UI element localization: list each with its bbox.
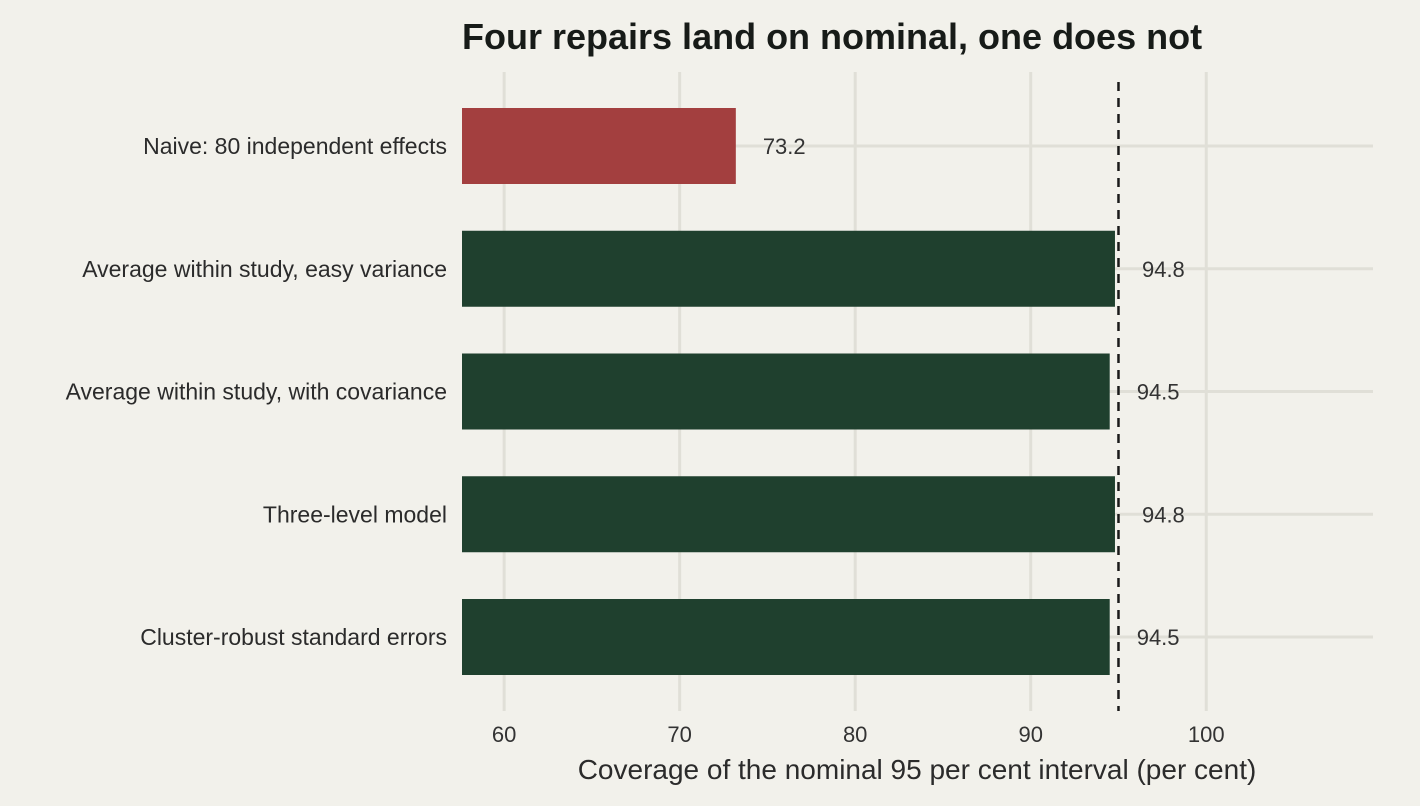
- x-tick-labels: 60 70 80 90 100: [492, 722, 1225, 747]
- data-label: 94.5: [1137, 625, 1180, 650]
- bar: [462, 599, 1110, 675]
- bar: [462, 230, 1115, 307]
- bar: [462, 476, 1115, 553]
- data-label: 94.5: [1137, 380, 1180, 405]
- bars: [462, 108, 1115, 675]
- data-labels: 73.2 94.8 94.5 94.8 94.5: [763, 134, 1185, 650]
- data-label: 94.8: [1142, 257, 1185, 282]
- x-tick-label: 80: [843, 722, 867, 747]
- data-label: 73.2: [763, 134, 806, 159]
- x-tick-label: 70: [667, 722, 691, 747]
- category-label: Three-level model: [263, 501, 447, 527]
- category-labels: Naive: 80 independent effects Average wit…: [66, 133, 447, 650]
- category-label: Naive: 80 independent effects: [143, 133, 447, 159]
- x-tick-label: 90: [1018, 722, 1042, 747]
- bar: [462, 353, 1110, 430]
- x-tick-label: 60: [492, 722, 516, 747]
- category-label: Cluster-robust standard errors: [140, 624, 447, 650]
- chart-title: Four repairs land on nominal, one does n…: [462, 16, 1202, 57]
- bar: [462, 108, 736, 184]
- category-label: Average within study, easy variance: [82, 256, 447, 282]
- category-label: Average within study, with covariance: [66, 379, 447, 405]
- x-tick-label: 100: [1188, 722, 1225, 747]
- x-axis-title: Coverage of the nominal 95 per cent inte…: [578, 754, 1257, 785]
- data-label: 94.8: [1142, 502, 1185, 527]
